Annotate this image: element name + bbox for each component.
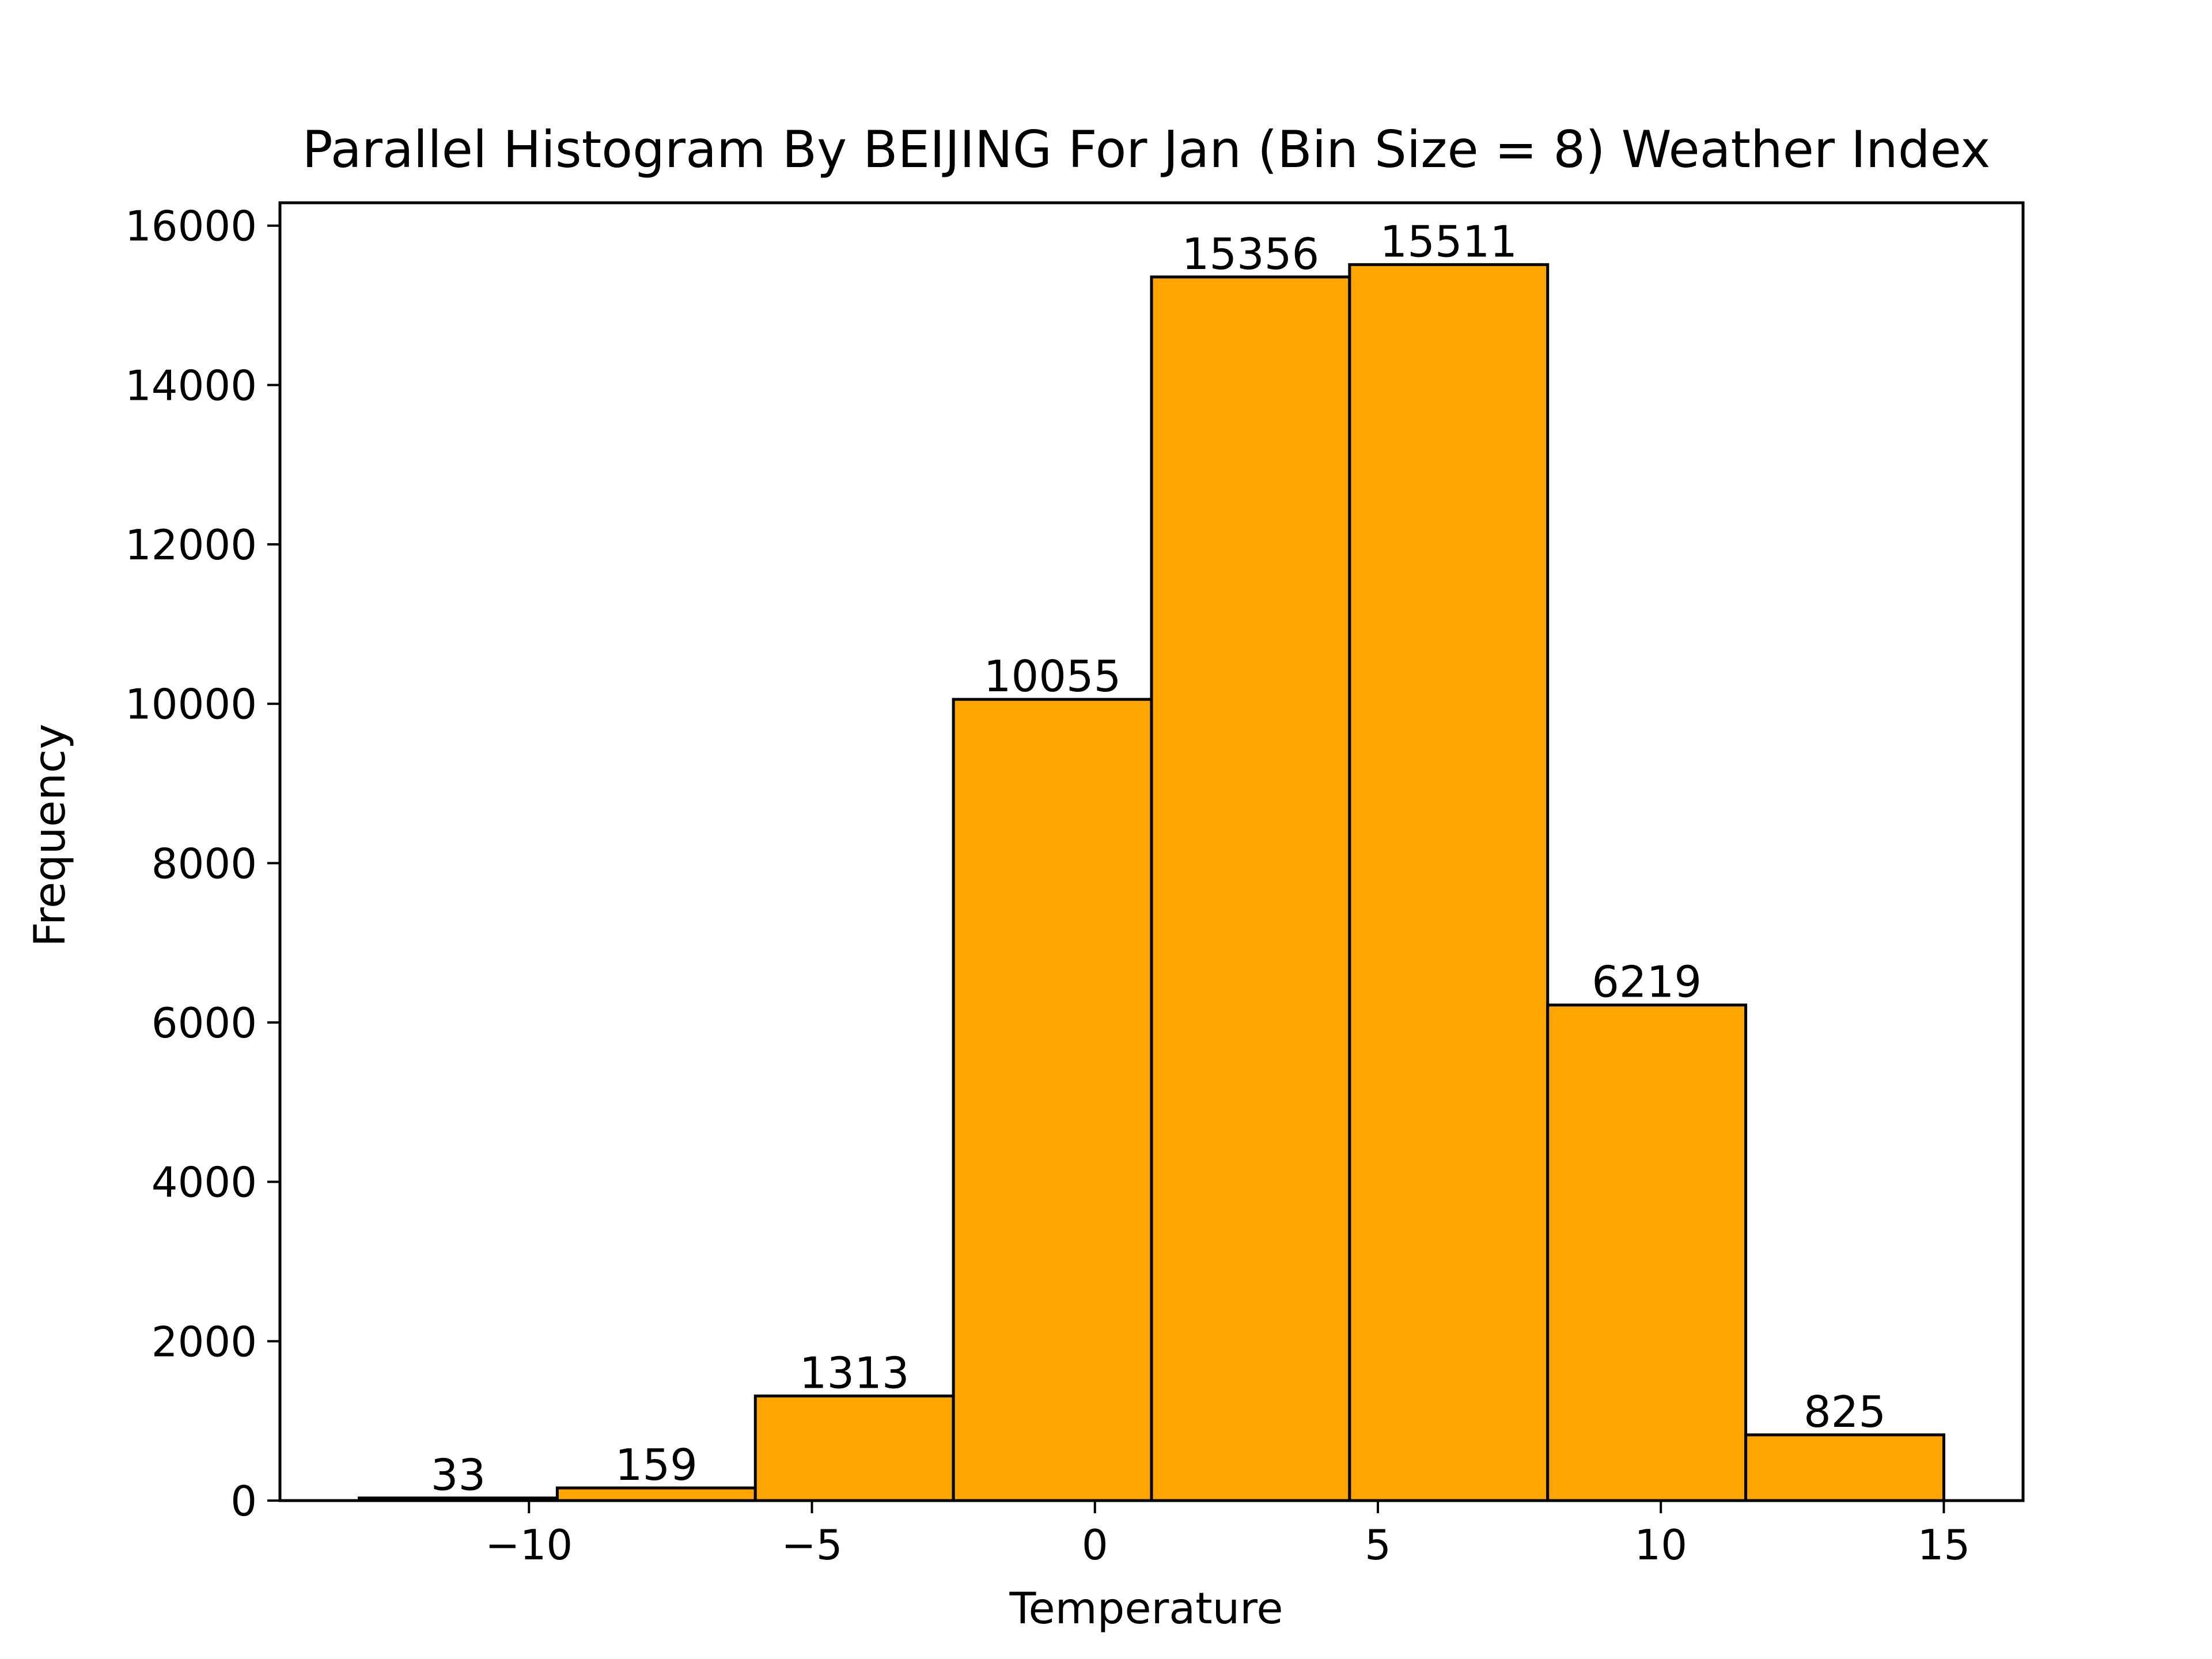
- x-tick-label: 5: [1365, 1521, 1391, 1569]
- histogram-bar: [753, 1394, 955, 1502]
- x-axis-ticks: −10 −5 0 5 10 15: [485, 1501, 1970, 1569]
- bar-value-label: 159: [615, 1440, 698, 1490]
- bar-value-label: 1313: [800, 1347, 910, 1398]
- x-tick-label: 15: [1918, 1521, 1971, 1569]
- y-tick-label: 6000: [151, 999, 257, 1047]
- y-tick-label: 8000: [151, 839, 257, 888]
- bar-value-label: 33: [431, 1449, 486, 1500]
- bar-value-label: 10055: [984, 651, 1122, 702]
- bars-group: [358, 263, 1945, 1502]
- y-tick-label: 16000: [125, 202, 257, 251]
- histogram-bar: [952, 698, 1153, 1502]
- histogram-bar: [1744, 1433, 1945, 1502]
- y-axis-label: Frequency: [24, 724, 75, 946]
- histogram-bar: [1150, 275, 1351, 1502]
- y-tick-label: 12000: [125, 521, 257, 569]
- x-tick-label: 10: [1634, 1521, 1687, 1569]
- y-tick-label: 4000: [151, 1158, 257, 1207]
- histogram-bar: [1348, 263, 1550, 1502]
- x-tick-label: 0: [1082, 1521, 1108, 1569]
- x-axis-label: Temperature: [1009, 1583, 1283, 1634]
- bar-value-label: 15511: [1380, 216, 1517, 267]
- x-tick-label: −5: [781, 1521, 842, 1569]
- bar-labels-group: 33 159 1313 10055 15356 15511 6219 825: [431, 216, 1886, 1500]
- histogram-bar: [1546, 1003, 1748, 1502]
- y-tick-label: 0: [230, 1477, 257, 1525]
- bar-value-label: 15356: [1182, 229, 1320, 279]
- bar-value-label: 825: [1804, 1387, 1886, 1437]
- y-tick-label: 14000: [125, 361, 257, 410]
- y-tick-label: 10000: [125, 680, 257, 729]
- chart-title: Parallel Histogram By BEIJING For Jan (B…: [302, 120, 1991, 179]
- y-axis-ticks: 0 2000 4000 6000 8000 10000 12000 14000 16000: [125, 202, 280, 1525]
- plot-area-frame: [278, 201, 2025, 1502]
- bar-value-label: 6219: [1592, 957, 1702, 1007]
- x-tick-label: −10: [485, 1521, 573, 1569]
- y-tick-label: 2000: [151, 1317, 257, 1366]
